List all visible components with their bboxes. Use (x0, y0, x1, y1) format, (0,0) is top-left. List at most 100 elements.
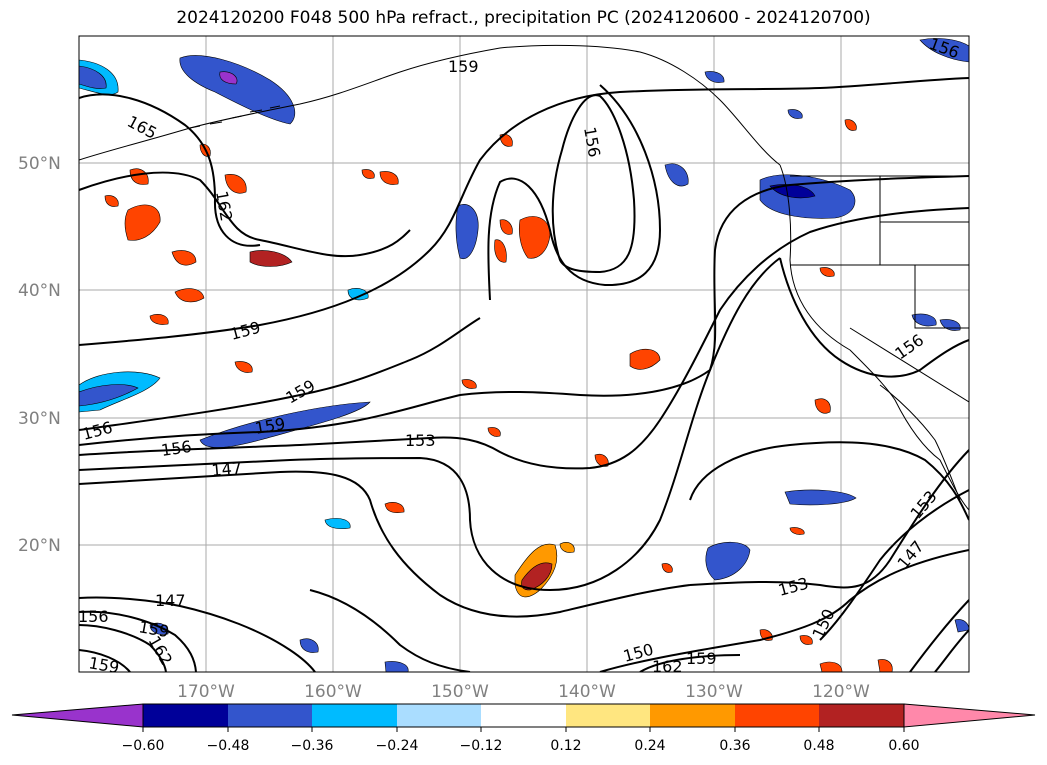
contour-156-cell (551, 94, 636, 274)
colorbar-ticks (142, 727, 905, 732)
contour-153-south (689, 449, 969, 589)
precip-neg-blob (787, 109, 803, 119)
precip-pos-blob (104, 195, 119, 207)
contour-label: 159 (87, 653, 120, 677)
precip-neg-blob (455, 204, 479, 260)
precip-neg-blob (199, 401, 371, 448)
colorbar-segment (819, 704, 904, 727)
contour-labels: 165 162 159 159 159 159 156 156 156 156 … (78, 36, 962, 677)
contour-156-mid (79, 175, 969, 446)
contour-165 (79, 93, 261, 247)
contour-153 (79, 207, 969, 470)
colorbar-extend-low (11, 703, 144, 728)
colorbar-frame (142, 703, 905, 728)
contour-147 (79, 470, 691, 618)
lon-tick-label: 170°W (177, 682, 235, 702)
precip-pos-blob (499, 219, 513, 235)
precip-pos-blob (494, 239, 507, 263)
colorbar-segment (566, 704, 650, 727)
contour-south-west-3 (79, 624, 167, 672)
precip-pos-blob (124, 204, 161, 241)
contour-label: 156 (78, 607, 109, 626)
precip-neg-blob (384, 661, 409, 672)
state-borders (790, 176, 969, 403)
precip-pos-blob (249, 250, 293, 267)
colorbar-segment (228, 704, 312, 727)
contour-label: 162 (652, 657, 683, 676)
contour-south-mid (309, 589, 471, 672)
precip-pos-blob (629, 348, 661, 370)
precip-pos-blob (384, 502, 405, 514)
precip-pos-blob (361, 169, 375, 179)
colorbar-segment (397, 704, 481, 727)
contour-label: 159 (448, 57, 479, 76)
colorbar-tick-label: 0.36 (719, 738, 750, 754)
contour-east-1 (909, 599, 969, 672)
aleutian-chain (189, 105, 281, 129)
precip-pos-blob (379, 171, 399, 185)
precip-neg-blob (705, 541, 751, 581)
precip-pos-blob (559, 542, 575, 553)
precip-pos-blob (149, 314, 169, 325)
precip-pos-blob (499, 133, 513, 147)
precip-pos-blob (487, 427, 501, 437)
precip-neg-blob (784, 489, 857, 506)
precip-pos-blob (877, 659, 893, 672)
contour-south-west-4 (79, 649, 131, 672)
contour-159-mid (79, 317, 481, 431)
lat-tick-label: 50°N (18, 154, 61, 174)
contour-label: 147 (211, 458, 243, 480)
precip-pos-blob (224, 174, 247, 194)
precip-neg-blob (324, 518, 351, 530)
precip-neg-blob (79, 384, 139, 407)
page-title: 2024120200 F048 500 hPa refract., precip… (176, 8, 871, 28)
precip-neg-blob (149, 622, 169, 635)
colorbar-extend-high (903, 703, 1036, 728)
colorbar-tick-label: −0.60 (122, 738, 165, 754)
colorbar-tick-label: −0.24 (376, 738, 419, 754)
colorbar-segment (312, 704, 397, 727)
lon-tick-label: 140°W (558, 682, 616, 702)
colorbar-segment (650, 704, 735, 727)
colorbar-tick-label: 0.24 (634, 738, 665, 754)
colorbar-tick-label: 0.12 (550, 738, 581, 754)
precip-pos-blob (789, 527, 805, 535)
precip-pos-blob (799, 635, 813, 645)
contour-south-mid-2 (639, 654, 741, 672)
contour-156-upper (487, 84, 662, 301)
contour-label: 159 (686, 649, 717, 668)
map-content: 165 162 159 159 159 159 156 156 156 156 … (78, 36, 969, 677)
contour-150-south (599, 549, 969, 672)
colorbar-tick-label: 0.60 (888, 738, 919, 754)
colorbar: −0.60 −0.48 −0.36 −0.24 −0.12 0.12 0.24 … (11, 703, 1036, 754)
colorbar-tick-label: −0.12 (460, 738, 503, 754)
contour-south-west-2 (79, 610, 197, 672)
contour-150 (79, 257, 781, 592)
contour-162 (79, 171, 411, 258)
contour-156-east (779, 257, 969, 378)
precip-neg-blob (954, 619, 969, 633)
contour-label: 153 (405, 431, 436, 450)
precip-neg-blob (347, 288, 369, 301)
colorbar-segment (735, 704, 819, 727)
contour-label: 156 (160, 437, 193, 460)
contour-label: 147 (155, 591, 186, 610)
contour-147-east (819, 489, 969, 641)
precip-neg-blob (79, 65, 107, 89)
precip-pos-blob (171, 250, 197, 266)
precip-pos-blob (844, 119, 857, 131)
baja-coast (879, 384, 961, 501)
precip-neg-blob (179, 55, 295, 125)
lon-tick-label: 130°W (685, 682, 743, 702)
map-frame (78, 35, 970, 673)
precip-neg-blob (919, 38, 969, 63)
height-contours (79, 77, 969, 672)
precip-neg-blob (664, 163, 689, 187)
colorbar-tick-label: −0.48 (207, 738, 250, 754)
lon-tick-label: 160°W (304, 682, 362, 702)
precip-neg-blob (299, 638, 319, 653)
contour-159-upper (79, 77, 969, 346)
north-america-coast (779, 164, 969, 511)
precip-neg-core (219, 71, 238, 85)
